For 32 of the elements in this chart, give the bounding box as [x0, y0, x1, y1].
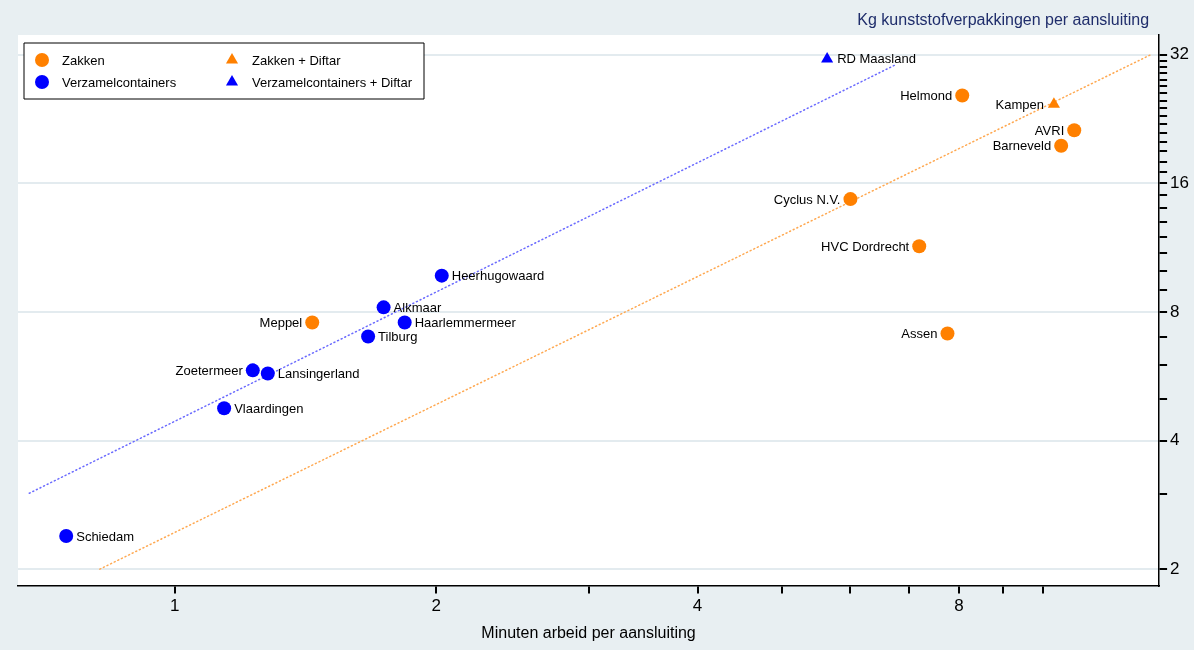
data-label: Alkmaar [393, 299, 442, 315]
y-tick-label: 32 [1170, 44, 1190, 64]
legend-label: Zakken [62, 52, 105, 68]
data-label: Assen [901, 326, 938, 342]
legend-label: Verzamelcontainers [62, 74, 177, 90]
x-axis-title: Minuten arbeid per aansluiting [481, 624, 696, 642]
data-label: Haarlemmermeer [414, 315, 517, 331]
data-label: Helmond [900, 88, 953, 104]
data-label: Cyclus N.V. [773, 191, 841, 207]
y-tick-label: 4 [1170, 430, 1180, 450]
data-label: Lansingerland [277, 366, 360, 382]
x-tick-label: 2 [431, 596, 441, 616]
legend-label: Zakken + Diftar [252, 52, 342, 68]
data-label: AVRI [1034, 122, 1065, 138]
x-tick-label: 1 [169, 596, 180, 616]
y-tick-label: 16 [1170, 173, 1190, 193]
data-label: Barneveld [992, 138, 1052, 154]
data-label: Meppel [259, 315, 303, 331]
data-label: Tilburg [378, 329, 418, 345]
data-label: Heerhugowaard [451, 268, 545, 284]
data-label: HVC Dordrecht [821, 238, 910, 254]
data-label: Schiedam [76, 528, 135, 544]
data-label: RD Maasland [837, 51, 916, 67]
data-label: Zoetermeer [175, 362, 244, 378]
data-label: Vlaardingen [234, 400, 304, 416]
data-label: Kampen [995, 96, 1044, 112]
y-axis-title: Kg kunststofverpakkingen per aansluiting [857, 11, 1150, 29]
x-tick-label: 4 [692, 596, 703, 616]
legend-label: Verzamelcontainers + Diftar [252, 74, 413, 90]
y-tick-label: 8 [1170, 301, 1180, 321]
y-tick-label: 2 [1170, 558, 1180, 578]
x-tick-label: 8 [954, 596, 964, 616]
